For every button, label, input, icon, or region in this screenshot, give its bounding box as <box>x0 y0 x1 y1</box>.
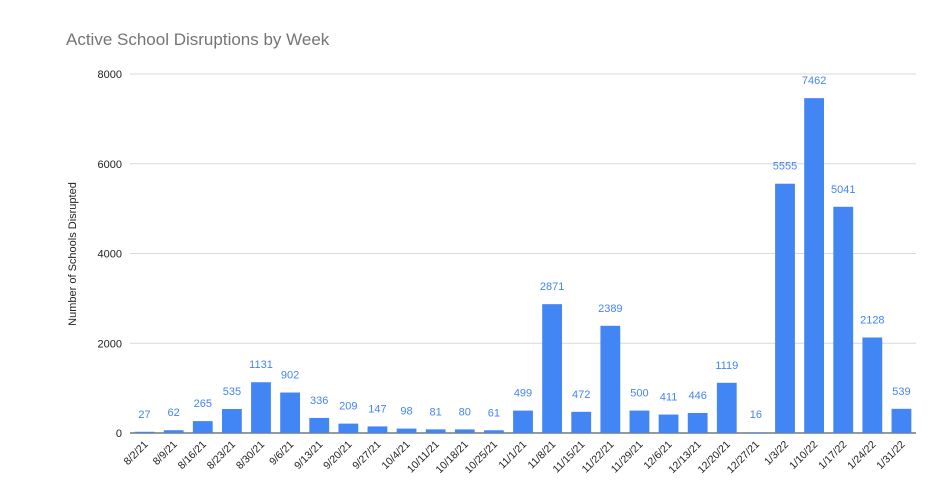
x-tick-label: 8/16/21 <box>176 439 209 472</box>
bar <box>280 392 301 433</box>
data-label: 98 <box>400 406 412 418</box>
bar <box>454 429 475 433</box>
data-label: 265 <box>194 398 212 410</box>
data-label: 411 <box>660 392 678 404</box>
data-label: 7462 <box>802 75 826 87</box>
bar <box>862 337 883 433</box>
bar <box>425 429 446 433</box>
data-label: 336 <box>310 395 328 407</box>
bar <box>251 382 271 433</box>
bar <box>338 423 359 433</box>
bar <box>367 426 388 433</box>
bar <box>542 304 563 433</box>
x-tick-label: 11/29/21 <box>609 439 646 476</box>
data-label: 81 <box>430 406 442 418</box>
data-labels: 27 62 265 535 1131 902 336 209 147 98 81 80 61 499 287… <box>138 75 910 421</box>
data-label: 62 <box>168 407 180 419</box>
bar <box>192 421 213 433</box>
x-tick-label: 1/31/22 <box>874 439 907 472</box>
data-label: 902 <box>281 370 299 382</box>
y-tick-label: 2000 <box>98 338 122 350</box>
bar <box>658 414 679 433</box>
y-axis-label: Number of Schools Disrupted <box>67 182 79 326</box>
bar <box>221 408 242 433</box>
x-tick-label: 1/24/22 <box>845 439 878 472</box>
data-label: 499 <box>514 388 532 400</box>
data-label: 16 <box>750 409 762 421</box>
x-tick-label: 10/25/21 <box>463 439 500 476</box>
bar <box>745 432 766 433</box>
x-tick-label: 9/13/21 <box>292 439 325 472</box>
bar <box>571 411 592 433</box>
data-label: 147 <box>368 403 386 415</box>
data-label: 472 <box>572 389 590 401</box>
bar <box>687 412 708 433</box>
data-label: 1119 <box>715 360 738 372</box>
x-tick-label: 9/20/21 <box>321 439 354 472</box>
data-label: 1131 <box>249 359 273 371</box>
data-label: 27 <box>138 409 150 421</box>
y-tick-label: 8000 <box>98 69 122 81</box>
data-label: 209 <box>339 401 357 413</box>
bar <box>629 410 650 433</box>
gridlines <box>130 73 916 434</box>
x-tick-labels: 8/2/21 8/9/218/16/218/23/218/30/21 9/6/219… <box>122 439 908 477</box>
data-label: 61 <box>488 407 500 419</box>
data-label: 500 <box>630 388 648 400</box>
bar <box>891 408 912 433</box>
data-label: 5041 <box>831 184 855 196</box>
bar <box>134 431 155 433</box>
y-tick-label: 6000 <box>98 159 122 171</box>
x-tick-label: 11/1/21 <box>496 439 529 472</box>
x-tick-label: 8/23/21 <box>205 439 238 472</box>
y-tick-label: 4000 <box>98 249 122 261</box>
x-tick-label: 9/27/21 <box>350 439 383 472</box>
bar <box>600 325 621 433</box>
data-label: 5555 <box>773 161 797 173</box>
data-label: 2871 <box>540 281 564 293</box>
data-label: 446 <box>688 390 706 402</box>
y-tick-labels: 0 2000 4000 6000 8000 <box>98 69 122 440</box>
data-label: 2128 <box>860 315 884 327</box>
bar <box>833 206 854 433</box>
x-tick-label: 12/27/21 <box>725 439 762 476</box>
x-tick-label: 8/30/21 <box>234 439 267 472</box>
bar <box>716 382 737 433</box>
x-tick-label: 1/10/22 <box>787 439 820 472</box>
chart-title: Active School Disruptions by Week <box>66 30 330 49</box>
data-label: 535 <box>223 386 241 398</box>
bar <box>163 430 184 433</box>
bar <box>804 98 825 433</box>
data-label: 80 <box>459 406 471 418</box>
bar <box>309 417 330 433</box>
bar <box>775 183 795 433</box>
bars <box>134 98 912 433</box>
bar <box>483 430 504 433</box>
x-tick-label: 8/2/21 <box>122 439 151 468</box>
data-label: 2389 <box>598 303 622 315</box>
bar <box>396 428 417 433</box>
bar <box>513 410 533 433</box>
y-tick-label: 0 <box>116 428 122 440</box>
data-label: 539 <box>892 386 910 398</box>
x-tick-label: 1/17/22 <box>816 439 849 472</box>
